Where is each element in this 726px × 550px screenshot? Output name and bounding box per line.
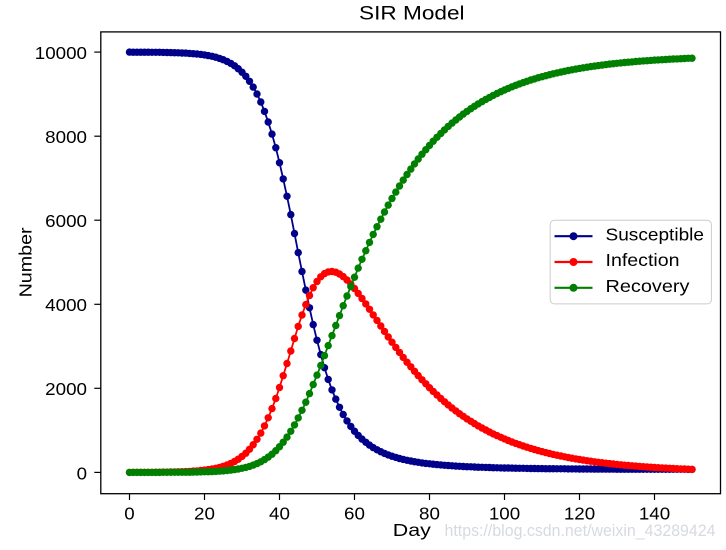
- svg-text:100: 100: [489, 504, 521, 524]
- svg-text:140: 140: [639, 504, 671, 524]
- svg-text:40: 40: [269, 504, 290, 524]
- svg-text:120: 120: [564, 504, 596, 524]
- svg-text:2000: 2000: [45, 379, 87, 399]
- svg-text:0: 0: [77, 463, 88, 483]
- svg-text:10000: 10000: [35, 43, 87, 63]
- svg-text:Number: Number: [15, 227, 35, 297]
- svg-text:80: 80: [419, 504, 440, 524]
- svg-text:60: 60: [344, 504, 365, 524]
- svg-text:20: 20: [194, 504, 215, 524]
- svg-text:SIR Model: SIR Model: [359, 3, 465, 25]
- svg-text:https://blog.csdn.net/weixin_4: https://blog.csdn.net/weixin_43289424: [445, 522, 716, 540]
- svg-text:8000: 8000: [45, 127, 87, 147]
- svg-text:Infection: Infection: [606, 250, 680, 270]
- svg-text:Recovery: Recovery: [606, 276, 690, 296]
- svg-text:6000: 6000: [45, 211, 87, 231]
- svg-text:0: 0: [124, 504, 135, 524]
- svg-text:4000: 4000: [45, 295, 87, 315]
- svg-text:Susceptible: Susceptible: [606, 224, 705, 244]
- svg-text:Day: Day: [393, 520, 431, 540]
